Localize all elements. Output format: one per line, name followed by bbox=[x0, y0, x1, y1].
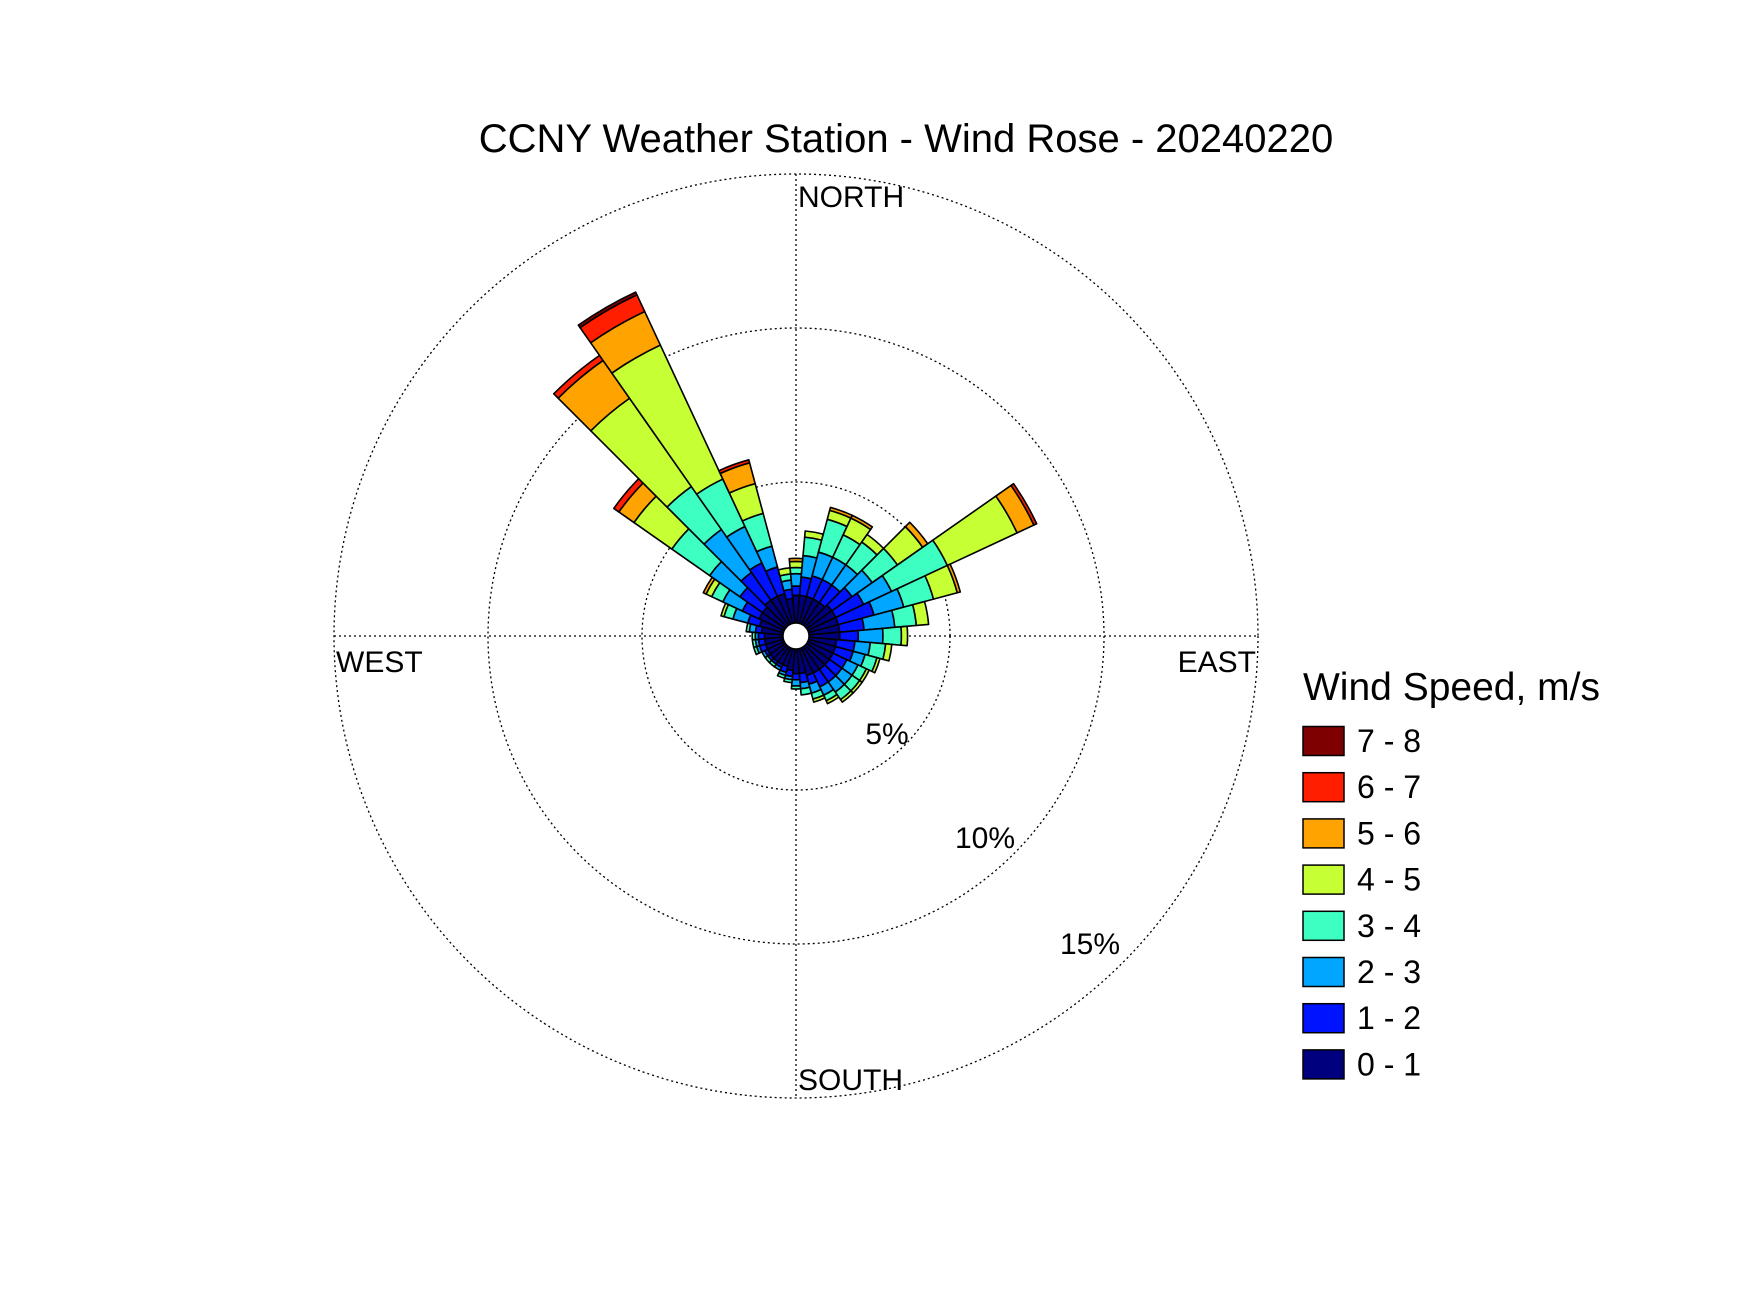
bar-dir-140-bin-4 bbox=[839, 690, 854, 703]
ring-label-15: 15% bbox=[1060, 928, 1120, 961]
bar-dir-260-bin-3 bbox=[751, 638, 758, 649]
bar-dir-70-bin-5 bbox=[946, 563, 962, 594]
bar-dir-350-bin-4 bbox=[777, 567, 792, 577]
ring-label-10: 10% bbox=[955, 822, 1015, 855]
bar-dir-30-bin-5 bbox=[850, 514, 874, 531]
bar-dir-170-bin-3 bbox=[799, 686, 813, 696]
legend-label-6: 6 - 7 bbox=[1357, 769, 1421, 805]
ring-label-5: 5% bbox=[865, 718, 908, 751]
legend-label-0: 0 - 1 bbox=[1357, 1046, 1421, 1082]
bar-dir-270-bin-3 bbox=[751, 631, 757, 641]
bar-dir-160-bin-4 bbox=[812, 694, 826, 703]
legend-swatch-0 bbox=[1302, 1049, 1345, 1080]
legend-swatch-7 bbox=[1302, 725, 1345, 757]
legend-label-3: 3 - 4 bbox=[1357, 908, 1421, 944]
legend-swatch-6 bbox=[1302, 771, 1345, 803]
bar-dir-90-bin-4 bbox=[900, 625, 909, 647]
bar-dir-100-bin-4 bbox=[882, 643, 893, 662]
bar-dir-180-bin-3 bbox=[790, 684, 802, 690]
legend-label-7: 7 - 8 bbox=[1357, 723, 1421, 759]
legend: Wind Speed, m/s 7 - 8 6 - 7 5 - 6 4 - 5 3 - … bbox=[1302, 666, 1600, 1082]
legend-label-4: 4 - 5 bbox=[1357, 862, 1421, 898]
legend-label-5: 5 - 6 bbox=[1357, 815, 1421, 851]
bar-dir-150-bin-4 bbox=[825, 693, 840, 705]
legend-label-1: 1 - 2 bbox=[1357, 1000, 1421, 1036]
legend-swatch-4 bbox=[1302, 864, 1345, 895]
chart-title: CCNY Weather Station - Wind Rose - 20240… bbox=[479, 117, 1334, 161]
bar-dir-0-bin-5 bbox=[788, 557, 804, 563]
south-label: SOUTH bbox=[798, 1064, 903, 1097]
bar-dir-340-bin-6 bbox=[718, 459, 751, 475]
bar-dir-60-bin-6 bbox=[1010, 482, 1038, 526]
bar-dir-330-bin-7 bbox=[577, 291, 638, 329]
legend-swatch-1 bbox=[1302, 1002, 1345, 1034]
east-label: EAST bbox=[1178, 646, 1256, 679]
north-label: NORTH bbox=[798, 181, 904, 214]
wind-rose-bars bbox=[552, 291, 1038, 705]
grid-ring-10 bbox=[487, 327, 1105, 945]
bar-dir-110-bin-4 bbox=[871, 656, 881, 674]
west-label: WEST bbox=[336, 646, 423, 679]
center-hole bbox=[782, 622, 810, 650]
bar-dir-180-bin-2 bbox=[790, 678, 802, 687]
legend-title: Wind Speed, m/s bbox=[1303, 666, 1600, 709]
bar-dir-0-bin-4 bbox=[788, 560, 804, 569]
bar-dir-190-bin-3 bbox=[783, 677, 793, 684]
bar-dir-200-bin-3 bbox=[776, 672, 787, 680]
bar-dir-80-bin-4 bbox=[911, 600, 930, 627]
legend-swatch-2 bbox=[1302, 956, 1345, 988]
legend-swatch-5 bbox=[1302, 818, 1345, 849]
grid-ring-15 bbox=[333, 173, 1259, 1099]
bar-dir-0-bin-3 bbox=[789, 566, 803, 575]
bar-dir-90-bin-3 bbox=[881, 626, 903, 646]
grid-ring-5 bbox=[641, 481, 951, 791]
legend-swatch-3 bbox=[1302, 910, 1345, 942]
legend-label-2: 2 - 3 bbox=[1357, 954, 1421, 990]
legend-items: 7 - 8 6 - 7 5 - 6 4 - 5 3 - 4 2 - 3 1 - 2 0 - 1 bbox=[1302, 723, 1421, 1082]
